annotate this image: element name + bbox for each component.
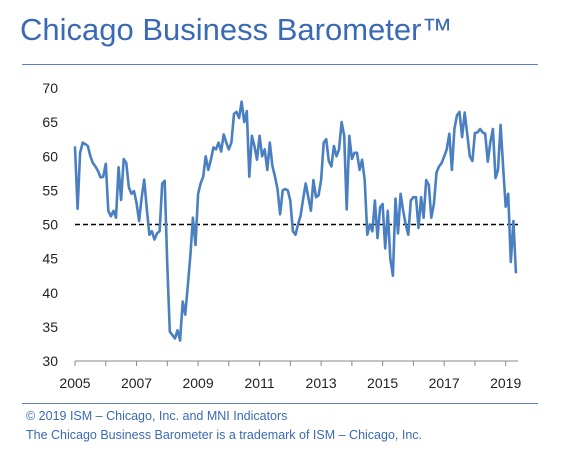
title-divider bbox=[22, 64, 538, 65]
y-tick-label: 35 bbox=[42, 319, 58, 335]
y-axis-labels: 30 35 40 45 50 55 60 65 70 bbox=[42, 80, 58, 369]
y-tick-label: 30 bbox=[42, 353, 58, 369]
footer-trademark: The Chicago Business Barometer is a trad… bbox=[26, 428, 423, 442]
footer-copyright: © 2019 ISM – Chicago, Inc. and MNI Indic… bbox=[26, 409, 288, 423]
y-tick-label: 55 bbox=[42, 182, 58, 198]
x-tick-label: 2009 bbox=[182, 375, 213, 391]
series-group bbox=[73, 100, 518, 342]
x-tick-label: 2017 bbox=[429, 375, 460, 391]
page-title: Chicago Business Barometer™ bbox=[20, 12, 453, 47]
x-axis: 2005 2007 2009 2011 2013 2015 2017 2019 bbox=[59, 360, 521, 391]
series-line bbox=[73, 100, 518, 342]
x-tick-label: 2007 bbox=[121, 375, 152, 391]
x-tick-label: 2015 bbox=[367, 375, 398, 391]
y-tick-label: 65 bbox=[42, 114, 58, 130]
y-tick-label: 60 bbox=[42, 148, 58, 164]
x-tick-label: 2019 bbox=[490, 375, 521, 391]
y-tick-label: 70 bbox=[42, 80, 58, 96]
x-tick-label: 2013 bbox=[306, 375, 337, 391]
footer-divider bbox=[22, 403, 538, 404]
y-tick-label: 40 bbox=[42, 285, 58, 301]
y-tick-label: 45 bbox=[42, 251, 58, 267]
y-tick-label: 50 bbox=[42, 217, 58, 233]
x-tick-label: 2011 bbox=[245, 375, 275, 391]
x-tick-label: 2005 bbox=[59, 375, 90, 391]
